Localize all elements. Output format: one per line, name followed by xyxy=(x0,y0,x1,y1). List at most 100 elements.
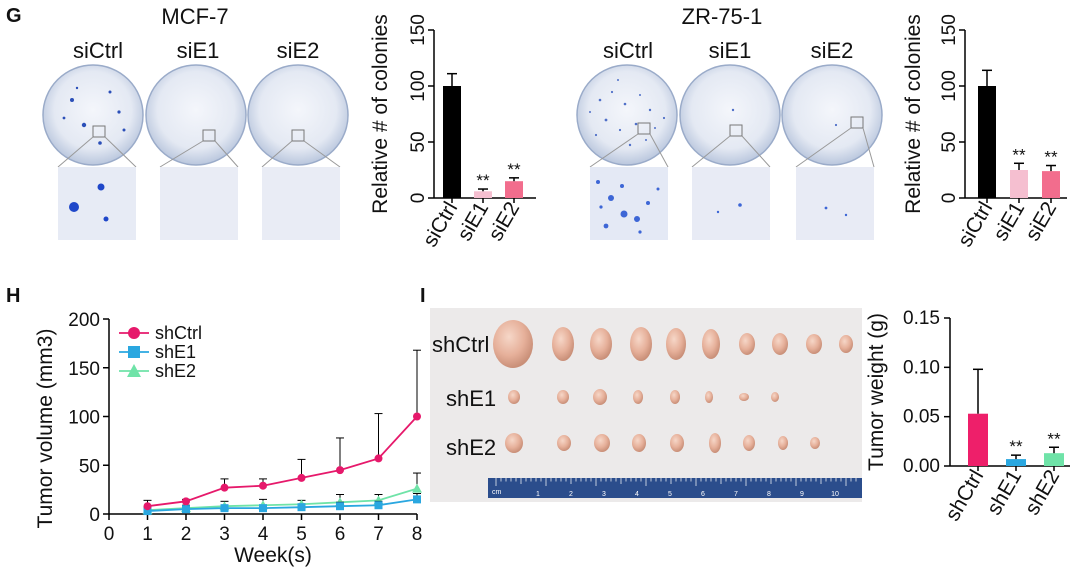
x-tick-label: 8 xyxy=(412,524,423,545)
y-tick-label: 150 xyxy=(408,14,429,46)
y-tick-label: 0.15 xyxy=(903,308,940,329)
bar-siE2 xyxy=(505,181,523,198)
significance-mark: ** xyxy=(1047,429,1061,448)
legend-marker xyxy=(128,346,140,358)
panel-letter-i: I xyxy=(420,285,426,307)
tumor xyxy=(505,433,523,453)
data-point xyxy=(220,483,229,492)
tumor xyxy=(593,389,607,405)
x-tick-label: 1 xyxy=(142,524,153,545)
tumor xyxy=(630,327,652,361)
tumor xyxy=(705,391,713,403)
tumor xyxy=(739,393,749,401)
zoom-image xyxy=(590,167,668,240)
tumor xyxy=(778,436,788,450)
significance-mark: ** xyxy=(1012,145,1026,164)
tumor xyxy=(557,390,569,404)
panel-letter-g: G xyxy=(6,5,22,27)
y-tick-label: 150 xyxy=(68,359,100,380)
data-point xyxy=(259,504,267,513)
y-tick-label: 150 xyxy=(939,14,960,46)
y-tick-label: 0.00 xyxy=(903,456,940,477)
y-tick-label: 0 xyxy=(408,193,429,204)
y-tick-label: 0 xyxy=(89,505,100,526)
y-axis-title: Relative # of colonies xyxy=(902,14,925,214)
x-tick-label: 2 xyxy=(181,524,192,545)
data-point xyxy=(374,501,383,510)
tumor xyxy=(594,434,610,452)
ruler xyxy=(488,478,862,498)
bar-siE1 xyxy=(1010,170,1028,198)
significance-mark: ** xyxy=(1044,148,1058,167)
x-category-label: shCtrl xyxy=(941,466,988,525)
data-point xyxy=(413,495,421,504)
y-tick-label: 200 xyxy=(68,310,100,331)
data-point xyxy=(297,473,306,482)
zr751-colony-images: ZR-75-1 siCtrl siE1 siE2 xyxy=(576,4,883,240)
legend-label: shE1 xyxy=(155,342,196,362)
bar-siCtrl xyxy=(443,86,461,198)
bar-siE2 xyxy=(1042,171,1060,198)
y-tick-label: 100 xyxy=(68,408,100,429)
y-tick-label: 0 xyxy=(939,193,960,204)
tumor xyxy=(839,335,853,353)
tumor xyxy=(557,435,571,451)
x-tick-label: 7 xyxy=(373,524,384,545)
data-point xyxy=(143,502,152,511)
culture-dish xyxy=(42,64,144,166)
x-category-label: siE2 xyxy=(484,198,524,245)
legend-marker xyxy=(128,327,140,339)
culture-dish xyxy=(679,64,781,166)
photo-row-label: shCtrl xyxy=(432,332,489,357)
series-shCtrl xyxy=(143,349,421,511)
data-point xyxy=(297,503,306,512)
tumor xyxy=(806,334,822,354)
x-tick-label: 6 xyxy=(335,524,346,545)
bar-shE2 xyxy=(1044,453,1064,466)
data-point xyxy=(182,497,190,506)
panel-letter-h: H xyxy=(6,285,20,307)
tumor xyxy=(771,392,779,402)
data-point xyxy=(336,502,344,511)
y-tick-label: 100 xyxy=(939,70,960,102)
ruler-number: 5 xyxy=(668,491,672,498)
y-axis-title: Tumor volume (mm3) xyxy=(34,329,57,529)
y-axis-title: Relative # of colonies xyxy=(369,14,392,214)
tumor xyxy=(508,390,520,404)
bar-shCtrl xyxy=(968,413,988,466)
series-line xyxy=(147,498,418,512)
data-point xyxy=(182,505,190,514)
significance-mark: ** xyxy=(1009,437,1023,456)
x-tick-label: 0 xyxy=(104,524,115,545)
y-tick-label: 0.10 xyxy=(903,357,940,378)
condition-label: siE2 xyxy=(277,38,320,63)
data-point xyxy=(413,412,421,421)
zoom-image xyxy=(796,167,874,240)
ruler-number: 2 xyxy=(569,491,573,498)
photo-row-label: shE1 xyxy=(446,386,496,411)
photo-row-label: shE2 xyxy=(446,435,496,460)
y-tick-label: 50 xyxy=(939,131,960,152)
x-category-label: siE1 xyxy=(989,198,1029,245)
tumor xyxy=(743,435,755,451)
mcf7-colony-images: MCF-7 siCtrl siE1 siE2 xyxy=(42,4,349,240)
condition-label: siCtrl xyxy=(73,38,123,63)
y-axis-title: Tumor weight (g) xyxy=(865,313,888,471)
y-tick-label: 50 xyxy=(79,456,100,477)
culture-dish xyxy=(247,64,349,166)
tumor xyxy=(493,320,533,368)
ruler-unit: cm xyxy=(492,489,502,496)
tumor xyxy=(810,437,820,449)
condition-label: siE1 xyxy=(709,38,752,63)
x-tick-label: 5 xyxy=(296,524,307,545)
bar-shE1 xyxy=(1006,459,1026,466)
x-category-label: siCtrl xyxy=(953,198,997,251)
data-point xyxy=(336,466,344,475)
tumor xyxy=(709,433,721,453)
tumor xyxy=(772,333,788,355)
x-axis-title: Week(s) xyxy=(234,544,312,567)
tumor xyxy=(739,333,755,355)
bar-siCtrl xyxy=(978,86,996,198)
